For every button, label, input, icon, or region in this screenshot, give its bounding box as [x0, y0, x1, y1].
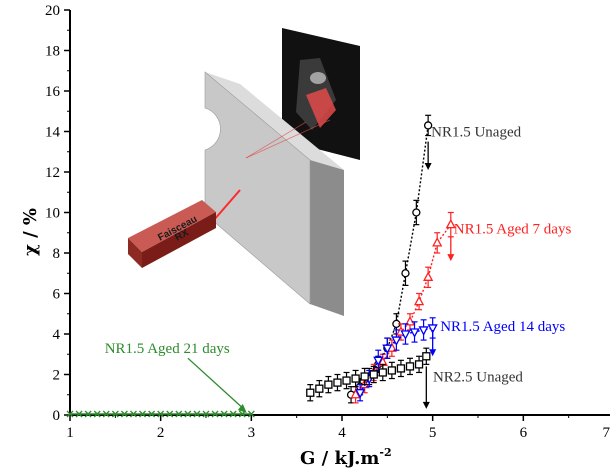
diffraction-spot	[306, 88, 336, 128]
data-point	[111, 410, 119, 418]
x-axis-label: G / kJ.m-2	[300, 446, 392, 469]
x-axis-label-superscript: -2	[379, 446, 391, 459]
data-point	[184, 410, 192, 418]
data-point	[157, 410, 165, 418]
data-point	[75, 410, 83, 418]
data-point	[369, 370, 378, 379]
drop-arrow-head	[429, 349, 437, 357]
series-2	[355, 317, 438, 402]
data-point	[423, 271, 434, 281]
y-tick-label: 8	[53, 246, 61, 262]
x-tick-label: 6	[520, 425, 528, 441]
data-point	[333, 378, 342, 387]
data-point	[220, 410, 228, 418]
xray-source-box: Faisceau RX	[128, 200, 216, 268]
x-tick-label: 3	[248, 425, 256, 441]
series-3	[306, 347, 431, 409]
data-point	[412, 208, 421, 217]
data-point	[405, 362, 415, 371]
data-point	[400, 330, 411, 340]
data-point	[193, 410, 201, 418]
data-point	[130, 410, 137, 418]
series-annotation: NR1.5 Unaged	[431, 125, 521, 141]
series-annotation: NR2.5 Unaged	[433, 370, 523, 386]
data-point	[413, 295, 425, 306]
data-point	[409, 328, 420, 338]
series-4	[66, 410, 255, 418]
y-tick-label: 0	[53, 408, 61, 424]
data-point	[445, 218, 456, 229]
data-point	[175, 410, 183, 418]
data-point	[84, 410, 92, 418]
series-line	[350, 125, 429, 396]
x-ticks: 1 2 3 4 5 6 7	[66, 415, 611, 441]
data-point	[418, 326, 429, 336]
annotation-arrow-head	[237, 403, 247, 413]
data-point	[382, 344, 393, 355]
data-point	[387, 366, 397, 375]
data-point	[315, 384, 324, 393]
annotation-arrow-line	[187, 357, 245, 410]
x-axis-label-main: G / kJ.m	[300, 448, 379, 469]
y-tick-label: 6	[53, 287, 61, 303]
y-tick-label: 16	[45, 84, 61, 100]
data-point	[342, 376, 351, 385]
y-axis-label: χ / %	[20, 208, 41, 256]
data-point	[414, 360, 424, 369]
data-point	[166, 410, 174, 418]
x-ray-setup-illustration: Faisceau RX	[128, 28, 360, 316]
data-point	[401, 269, 410, 278]
x-tick-label: 1	[66, 425, 74, 441]
data-point	[102, 410, 110, 418]
data-point	[66, 410, 74, 418]
data-point	[360, 372, 369, 381]
drop-arrow-head	[424, 162, 432, 170]
data-point	[247, 410, 255, 418]
data-point	[211, 410, 219, 418]
series-annotation: NR1.5 Aged 21 days	[105, 341, 230, 357]
y-tick-label: 12	[45, 165, 60, 181]
y-ticks: 0 2 4 6 8 10 12 14 16 18 20	[45, 3, 70, 424]
data-point	[391, 336, 402, 346]
data-point	[396, 364, 406, 373]
y-tick-label: 18	[45, 44, 60, 60]
series-layer	[66, 114, 456, 418]
x-tick-label: 7	[603, 425, 611, 441]
data-point	[355, 389, 366, 399]
data-point	[373, 356, 384, 367]
y-tick-label: 20	[45, 3, 60, 19]
data-point	[148, 410, 156, 418]
data-point	[229, 410, 237, 418]
y-tick-label: 14	[45, 125, 61, 141]
y-tick-label: 10	[45, 206, 60, 222]
data-point	[427, 324, 438, 334]
x-tick-label: 4	[338, 425, 346, 441]
y-tick-label: 2	[53, 368, 61, 384]
x-tick-label: 2	[157, 425, 165, 441]
data-point	[422, 352, 431, 361]
annotation-layer: NR1.5 Unaged NR1.5 Aged 7 days NR1.5 Aged …	[105, 125, 572, 413]
drop-arrow-head	[447, 254, 455, 262]
sample-plate	[204, 71, 344, 316]
data-point	[378, 368, 387, 377]
series-annotation: NR1.5 Aged 7 days	[454, 222, 572, 238]
data-point	[351, 374, 360, 383]
data-point	[139, 410, 146, 418]
data-point	[120, 410, 128, 418]
data-point	[324, 380, 333, 389]
detector-image	[282, 28, 360, 160]
data-point	[423, 121, 433, 130]
data-point	[306, 388, 315, 397]
x-tick-label: 5	[429, 425, 437, 441]
data-point	[202, 410, 210, 418]
data-point	[93, 410, 101, 418]
data-point	[350, 388, 361, 399]
data-point	[432, 236, 443, 247]
y-tick-label: 4	[53, 327, 61, 343]
series-annotation: NR1.5 Aged 14 days	[440, 319, 565, 335]
data-point	[404, 315, 416, 326]
drop-arrow-head	[422, 401, 430, 409]
